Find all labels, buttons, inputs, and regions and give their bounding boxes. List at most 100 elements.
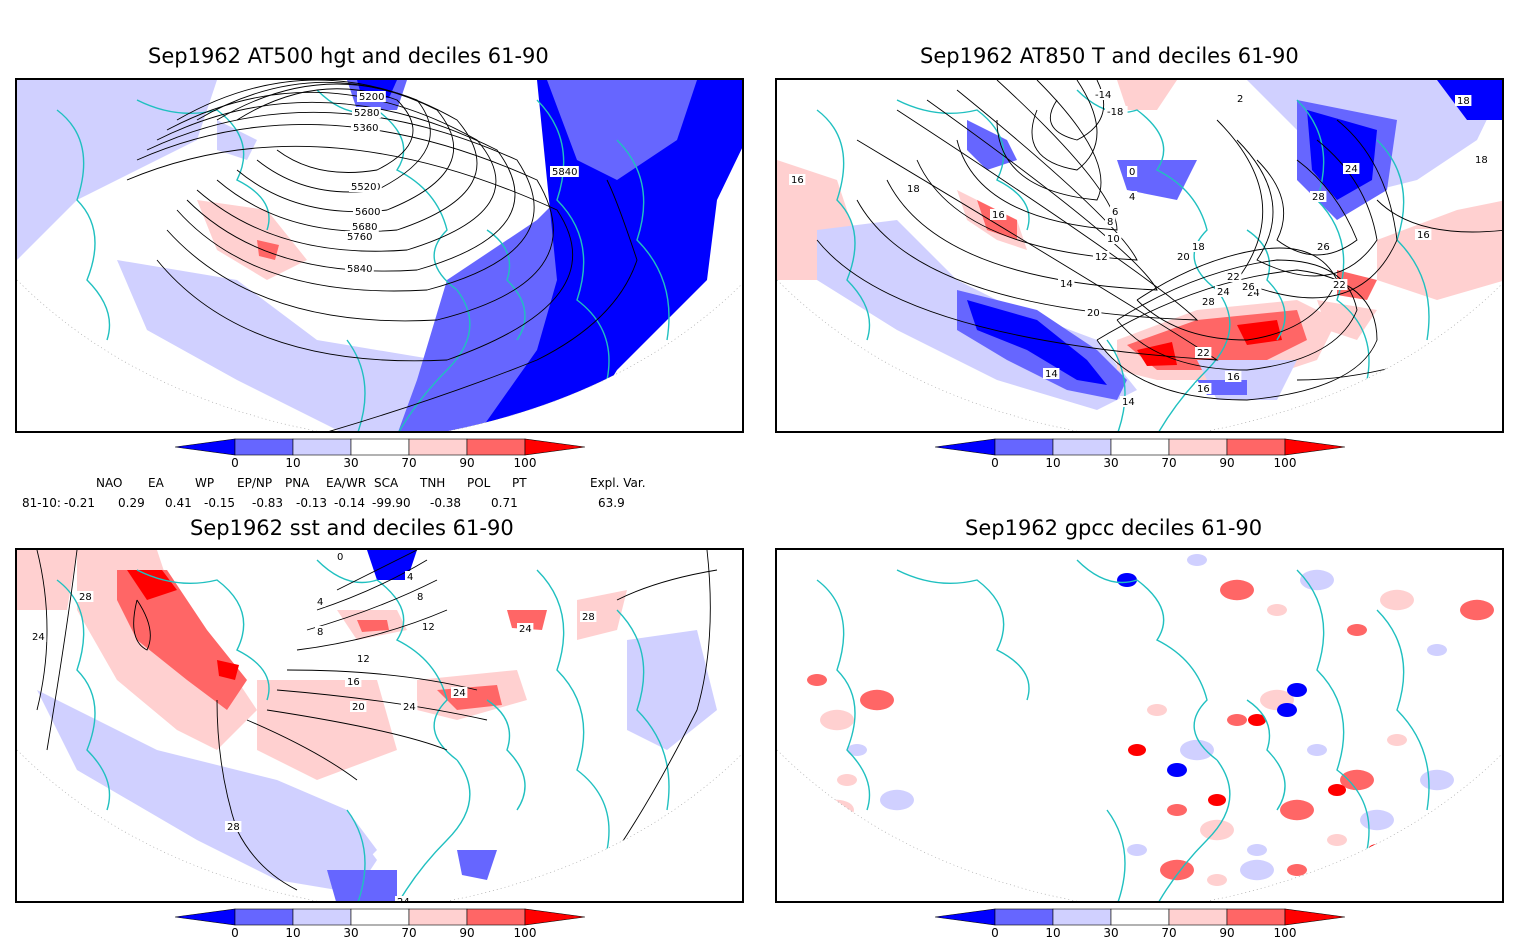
map-outline: [777, 279, 1078, 431]
contour-label: 28: [79, 592, 92, 603]
contour-label: 2: [1237, 94, 1243, 105]
contour-label-bg: [405, 571, 416, 582]
colorbar-tick-label: 90: [1219, 456, 1235, 470]
decile-shading: [837, 774, 857, 786]
contour-label-bg: [352, 107, 381, 118]
colorbar-tick-label: 0: [991, 456, 999, 470]
decile-shading: [1427, 644, 1447, 656]
decile-shading: [1160, 859, 1194, 881]
contour-label-bg: [1043, 368, 1060, 379]
indices-value: -0.14: [334, 496, 366, 510]
contours: [36, 550, 718, 891]
colorbar-segment: [292, 908, 352, 926]
contour-label-bg: [1473, 154, 1490, 165]
decile-shading: [1387, 734, 1407, 746]
contour-label: 16: [1417, 230, 1430, 241]
decile-shading: [1248, 714, 1266, 726]
colorbar-segment: [466, 438, 526, 456]
colorbar-graphic: [174, 908, 586, 926]
indices-value: -0.38: [430, 496, 462, 510]
contour-label: 5840: [552, 167, 577, 178]
contour-label-bg: [1245, 287, 1262, 298]
indices-header: EP/NP: [237, 476, 273, 490]
decile-shading: [17, 550, 77, 610]
contour-label: 5520: [351, 182, 376, 193]
contour-label: 20: [1087, 308, 1100, 319]
colorbar-tick-label: 10: [285, 456, 301, 470]
panel-title-t850: Sep1962 AT850 T and deciles 61-90: [920, 44, 1299, 68]
colorbar-segment: [1052, 908, 1112, 926]
decile-shading: [1287, 683, 1307, 697]
decile-shading: [1137, 342, 1177, 366]
contour-label-bg: [1455, 95, 1472, 106]
contour-label-bg: [30, 631, 47, 642]
decile-shading: [1287, 864, 1307, 876]
decile-shading: [479, 80, 742, 431]
decile-shading: [1377, 200, 1502, 300]
map-corner-mask: [777, 280, 1076, 431]
contour-label-bg: [1235, 93, 1246, 104]
colorbar-top-left: 0 10 30 70 90 100: [174, 438, 586, 478]
indices-header: PT: [512, 476, 527, 490]
panel-title-hgt500: Sep1962 AT500 hgt and deciles 61-90: [148, 44, 549, 68]
decile-shading: [820, 709, 854, 731]
colorbar-segment: [1110, 908, 1170, 926]
contour-label-bg: [1310, 191, 1327, 202]
map-corner-mask: [777, 750, 1076, 901]
colorbar-tick-label: 10: [285, 926, 301, 940]
contour-label-bg: [1200, 296, 1217, 307]
contour-label-bg: [517, 623, 534, 634]
indices-row-label: 81-10:: [22, 496, 61, 510]
colorbar-segment: [1110, 438, 1170, 456]
indices-header-row: NAO EA WP EP/NP PNA EA/WR SCA TNH POL PT Expl. Var…: [0, 476, 760, 492]
contour-label: 4: [1129, 192, 1135, 203]
colorbar-tick-label: 90: [459, 926, 475, 940]
decile-shading: [967, 120, 1017, 170]
indices-value: -99.90: [372, 496, 411, 510]
contour-label: 14: [1122, 397, 1135, 408]
colorbar-segment: [1052, 438, 1112, 456]
contour-label-bg: [401, 701, 418, 712]
colorbar-segment: [234, 908, 294, 926]
contour-label: 24: [403, 702, 416, 713]
colorbar-right-arrow: [524, 908, 586, 926]
colorbar-tick-label: 100: [1273, 926, 1297, 940]
contour-label-bg: [1105, 233, 1122, 244]
contour-label: 20: [352, 702, 365, 713]
indices-header: EA/WR: [326, 476, 367, 490]
colorbar-tick-label: 0: [231, 926, 239, 940]
contour-label: 0: [1129, 167, 1135, 178]
indices-header: POL: [467, 476, 491, 490]
contour-label: 5360: [353, 123, 378, 134]
contour-label: 24: [397, 897, 410, 903]
contour-label: 8: [417, 592, 423, 603]
colorbar-left-arrow: [934, 438, 996, 456]
colorbar-tick-label: 30: [343, 456, 359, 470]
colorbar-right-arrow: [1284, 908, 1346, 926]
map-corner-mask: [448, 283, 742, 431]
decile-shading: [1307, 744, 1327, 756]
contour-label-bg: [1175, 251, 1192, 262]
contour-label-bg: [1240, 281, 1257, 292]
indices-value: 0.41: [165, 496, 192, 510]
decile-shading: [860, 689, 894, 711]
contour-label: 12: [1095, 252, 1108, 263]
contour-label-bg: [1120, 396, 1137, 407]
contour-label: 16: [992, 210, 1005, 221]
contour-label-bg: [1127, 191, 1138, 202]
decile-shading: [1240, 859, 1274, 881]
contour-label-bg: [451, 687, 468, 698]
decile-shading: [197, 200, 307, 280]
decile-shading: [457, 850, 497, 880]
indices-header: EA: [148, 476, 164, 490]
colorbar-segment: [466, 908, 526, 926]
decile-shading: [1420, 769, 1454, 791]
contour-label: 8: [317, 627, 323, 638]
contour-label: 16: [347, 677, 360, 688]
contour-label: 16: [1227, 372, 1240, 383]
map-corner-mask: [1208, 283, 1502, 431]
contour-label: 12: [357, 654, 370, 665]
contour-label-bg: [345, 231, 374, 242]
decile-shading: [1328, 784, 1346, 796]
contour-label-bg: [1343, 163, 1360, 174]
